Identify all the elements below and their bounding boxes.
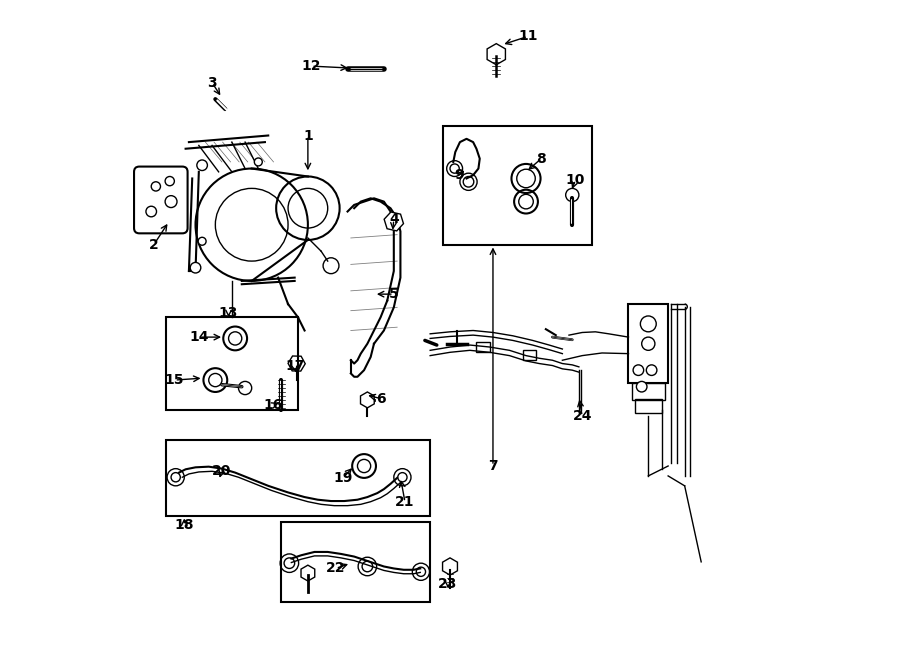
Circle shape — [633, 365, 643, 375]
Text: 10: 10 — [566, 173, 585, 187]
Text: 7: 7 — [488, 459, 498, 473]
Text: 23: 23 — [438, 576, 458, 591]
Text: 4: 4 — [389, 212, 399, 227]
Text: 3: 3 — [207, 75, 217, 90]
Bar — [632, 383, 665, 400]
Text: 11: 11 — [518, 29, 537, 44]
Circle shape — [198, 237, 206, 245]
Circle shape — [636, 381, 647, 392]
Bar — [628, 304, 668, 383]
Text: 17: 17 — [285, 358, 304, 373]
Bar — [282, 522, 430, 602]
Text: 1: 1 — [303, 128, 313, 143]
Bar — [476, 342, 490, 352]
Text: 16: 16 — [263, 398, 283, 412]
Text: 19: 19 — [333, 471, 353, 485]
Circle shape — [646, 365, 657, 375]
Circle shape — [255, 158, 262, 166]
Text: 18: 18 — [175, 518, 194, 533]
Text: 8: 8 — [536, 151, 546, 166]
Bar — [635, 399, 662, 413]
Text: 6: 6 — [376, 391, 385, 406]
Circle shape — [197, 160, 207, 171]
Text: 9: 9 — [454, 168, 464, 182]
Text: 22: 22 — [326, 561, 346, 576]
Text: 2: 2 — [149, 237, 158, 252]
Circle shape — [190, 262, 201, 273]
Text: 21: 21 — [395, 495, 415, 510]
Text: 12: 12 — [302, 59, 321, 73]
Bar — [166, 440, 430, 516]
Text: 14: 14 — [189, 330, 209, 344]
Bar — [523, 350, 536, 360]
Bar — [444, 126, 592, 245]
Bar — [166, 317, 298, 410]
Text: 15: 15 — [165, 373, 184, 387]
Text: 13: 13 — [219, 305, 238, 320]
Text: 24: 24 — [572, 409, 592, 424]
Text: 20: 20 — [212, 463, 231, 478]
Text: 5: 5 — [389, 287, 399, 301]
